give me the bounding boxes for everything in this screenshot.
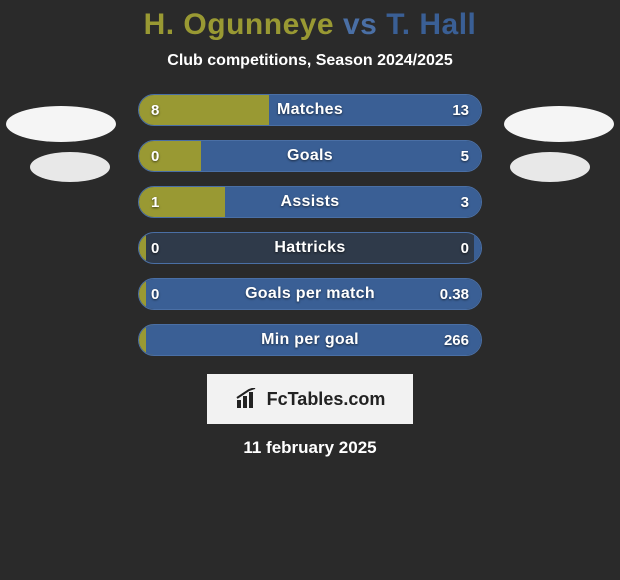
date-label: 11 february 2025 xyxy=(0,438,620,458)
content-area: 813Matches 05Goals 13Assists 00Hattricks 00.… xyxy=(0,94,620,458)
stat-label: Goals per match xyxy=(139,279,481,309)
stat-label: Matches xyxy=(139,95,481,125)
logo-text: FcTables.com xyxy=(267,389,386,410)
player1-avatar xyxy=(6,106,116,142)
stat-label: Goals xyxy=(139,141,481,171)
stat-row: 05Goals xyxy=(138,140,482,172)
stat-row: 13Assists xyxy=(138,186,482,218)
page-title: H. Ogunneye vs T. Hall xyxy=(0,8,620,42)
stat-row: 00.38Goals per match xyxy=(138,278,482,310)
logo-chart-icon xyxy=(235,388,261,410)
title-vs: vs xyxy=(343,8,377,41)
player1-team-avatar xyxy=(30,152,110,182)
title-player1: H. Ogunneye xyxy=(144,8,335,41)
stat-row: 00Hattricks xyxy=(138,232,482,264)
player2-team-avatar xyxy=(510,152,590,182)
stat-label: Assists xyxy=(139,187,481,217)
stat-label: Min per goal xyxy=(139,325,481,355)
comparison-card: H. Ogunneye vs T. Hall Club competitions… xyxy=(0,0,620,458)
stat-row: 813Matches xyxy=(138,94,482,126)
stat-row: 266Min per goal xyxy=(138,324,482,356)
fctables-logo: FcTables.com xyxy=(207,374,413,424)
player2-avatar xyxy=(504,106,614,142)
stat-label: Hattricks xyxy=(139,233,481,263)
title-player2: T. Hall xyxy=(386,8,476,41)
subtitle: Club competitions, Season 2024/2025 xyxy=(0,52,620,70)
